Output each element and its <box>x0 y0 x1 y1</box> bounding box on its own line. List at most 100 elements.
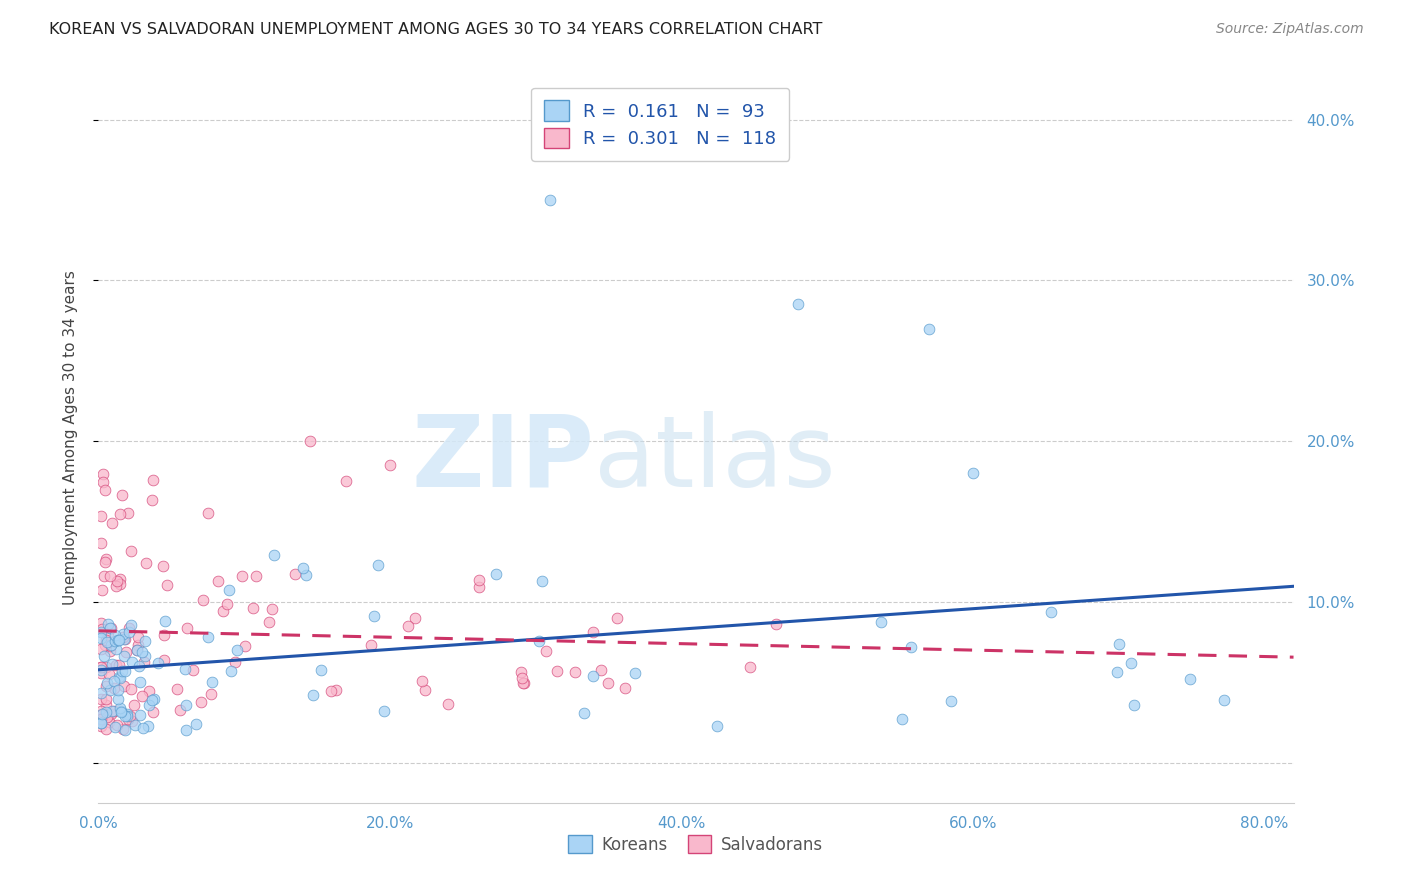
Point <box>962 467 984 481</box>
Point <box>378 458 401 473</box>
Point <box>396 618 419 632</box>
Point <box>614 681 637 696</box>
Point <box>212 604 235 618</box>
Point <box>97 666 120 681</box>
Point <box>90 666 112 681</box>
Point <box>114 708 136 723</box>
Point <box>311 663 333 677</box>
Point <box>262 601 284 615</box>
Point <box>96 635 118 649</box>
Point <box>596 675 619 690</box>
Point <box>174 723 197 737</box>
Point <box>218 583 240 598</box>
Y-axis label: Unemployment Among Ages 30 to 34 years: Unemployment Among Ages 30 to 34 years <box>63 269 77 605</box>
Point <box>120 681 142 696</box>
Point <box>112 649 135 664</box>
Point <box>117 506 139 520</box>
Point <box>233 639 256 653</box>
Point <box>90 642 112 657</box>
Point <box>1122 698 1144 712</box>
Point <box>112 722 135 736</box>
Point <box>91 706 114 721</box>
Point <box>564 665 586 679</box>
Point <box>111 627 134 641</box>
Point <box>201 675 224 690</box>
Point <box>184 717 207 731</box>
Point <box>94 638 117 652</box>
Point <box>404 610 426 624</box>
Point <box>94 555 117 569</box>
Point <box>411 673 433 688</box>
Point <box>536 644 558 658</box>
Point <box>891 712 914 726</box>
Point <box>138 684 160 698</box>
Point <box>219 664 242 678</box>
Point <box>1108 637 1130 651</box>
Point <box>131 689 153 703</box>
Point <box>153 653 176 667</box>
Point <box>166 681 188 696</box>
Point <box>90 719 112 733</box>
Point <box>110 572 132 586</box>
Point <box>117 709 139 723</box>
Point <box>437 697 460 711</box>
Point <box>121 714 143 729</box>
Point <box>98 683 121 698</box>
Point <box>94 723 117 737</box>
Point <box>367 558 389 573</box>
Point <box>114 632 136 646</box>
Point <box>97 617 120 632</box>
Point <box>107 632 129 647</box>
Point <box>509 665 531 679</box>
Point <box>90 712 112 726</box>
Point <box>98 643 121 657</box>
Point <box>173 662 195 676</box>
Point <box>224 655 246 669</box>
Point <box>546 664 568 678</box>
Point <box>98 621 121 635</box>
Point <box>124 718 146 732</box>
Point <box>624 666 647 681</box>
Point <box>114 665 136 679</box>
Point <box>869 615 891 630</box>
Point <box>128 658 150 673</box>
Point <box>485 567 508 582</box>
Point <box>141 692 163 706</box>
Point <box>91 467 114 481</box>
Point <box>91 475 114 489</box>
Text: Source: ZipAtlas.com: Source: ZipAtlas.com <box>1216 22 1364 37</box>
Point <box>373 704 395 718</box>
Point <box>90 631 112 645</box>
Point <box>105 574 128 588</box>
Point <box>468 580 491 594</box>
Point <box>112 632 135 646</box>
Point <box>100 638 122 652</box>
Point <box>94 483 117 497</box>
Point <box>90 624 112 639</box>
Point <box>413 683 436 698</box>
Point <box>90 660 112 674</box>
Point <box>263 548 285 562</box>
Point <box>284 567 307 582</box>
Point <box>153 614 176 628</box>
Point <box>108 670 131 684</box>
Point <box>295 568 318 582</box>
Point <box>1180 673 1202 687</box>
Point <box>606 611 628 625</box>
Point <box>107 682 129 697</box>
Point <box>142 473 165 487</box>
Text: KOREAN VS SALVADORAN UNEMPLOYMENT AMONG AGES 30 TO 34 YEARS CORRELATION CHART: KOREAN VS SALVADORAN UNEMPLOYMENT AMONG … <box>49 22 823 37</box>
Point <box>582 668 605 682</box>
Point <box>90 536 112 550</box>
Point <box>115 706 138 721</box>
Point <box>115 645 138 659</box>
Point <box>108 507 131 521</box>
Point <box>90 660 112 674</box>
Point <box>127 638 149 652</box>
Point <box>90 715 112 730</box>
Point <box>765 617 787 632</box>
Point <box>127 643 149 657</box>
Point <box>138 698 160 713</box>
Point <box>132 655 155 669</box>
Point <box>94 705 117 719</box>
